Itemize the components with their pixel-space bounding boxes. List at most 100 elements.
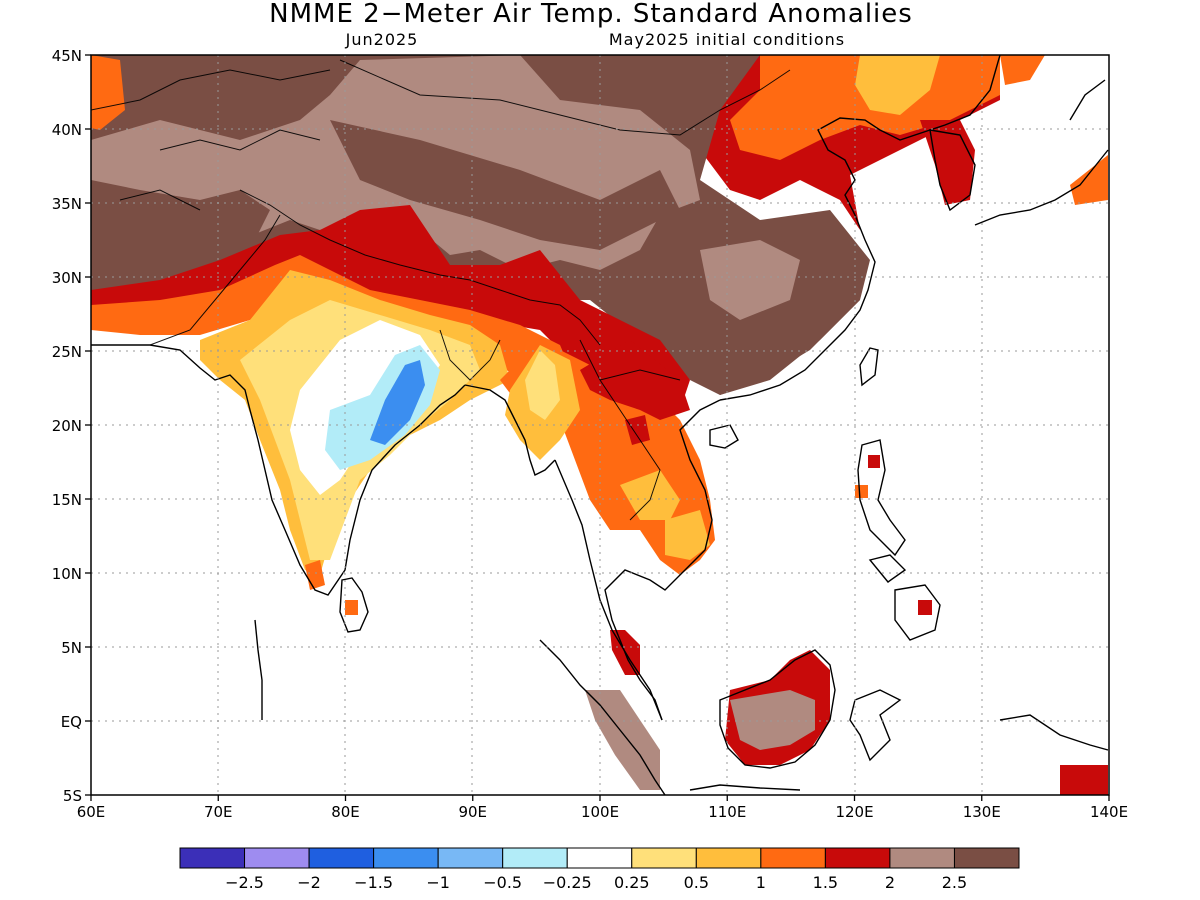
- anomaly-shading: [91, 55, 1108, 795]
- border-china-mongolia: [339, 59, 791, 136]
- graticule: [91, 55, 1109, 795]
- colorbar-label: −0.25: [543, 873, 592, 892]
- lat-tick-label: 45N: [52, 47, 82, 65]
- lat-tick-label: 15N: [52, 491, 82, 509]
- lon-tick-label: 120E: [835, 803, 873, 821]
- longitude-axis: 60E 70E 80E 90E 100E 110E 120E 130E 140E: [77, 795, 1128, 821]
- coastlines: [91, 55, 1109, 795]
- colorbar-swatch: [953, 847, 1020, 869]
- shade-tibet-dark: [330, 120, 680, 250]
- shade-mekong-amber: [620, 470, 680, 520]
- colorbar-swatch: [566, 847, 633, 869]
- country-borders: [91, 59, 791, 521]
- colorbar: −2.5 −2 −1.5 −1 −0.5 −0.25 0.25 0.5 1 1.5 2 2.5: [179, 847, 1020, 892]
- lat-tick-label: 35N: [52, 195, 82, 213]
- colorbar-label: −1: [426, 873, 450, 892]
- lat-tick-label: 20N: [52, 417, 82, 435]
- colorbar-label: 1.5: [813, 873, 838, 892]
- shade-west-orange: [91, 55, 125, 130]
- shade-himalaya-red: [91, 205, 690, 410]
- colorbar-label: −1.5: [354, 873, 393, 892]
- shade-laos-red-2: [625, 415, 650, 445]
- border-india-pakistan: [149, 214, 281, 346]
- coast-bay-bengal: [464, 384, 556, 476]
- colorbar-label: −0.5: [483, 873, 522, 892]
- coast-srilanka: [339, 577, 369, 633]
- lon-tick-label: 90E: [458, 803, 487, 821]
- colorbar-swatch: [502, 847, 568, 869]
- lon-tick-label: 140E: [1090, 803, 1128, 821]
- coast-mindanao: [894, 584, 941, 641]
- coast-visayas: [868, 554, 907, 583]
- colorbar-swatch: [631, 847, 697, 869]
- lon-tick-label: 100E: [581, 803, 619, 821]
- colorbar-swatch: [308, 847, 375, 869]
- shade-japan-orange: [1070, 155, 1108, 205]
- shade-ne-orange: [1000, 55, 1045, 85]
- lon-tick-label: 110E: [708, 803, 746, 821]
- border-indochina: [579, 339, 681, 521]
- shade-luzon-red: [868, 455, 880, 468]
- coast-sumatra: [539, 639, 666, 795]
- latitude-axis: 45N 40N 35N 30N 25N 20N 15N 10N 5N EQ 5S: [52, 47, 91, 805]
- shade-srilanka-orange: [345, 600, 358, 615]
- lon-tick-label: 70E: [204, 803, 233, 821]
- colorbar-label: 1: [756, 873, 766, 892]
- border-bangladesh: [439, 329, 501, 381]
- coast-gulf-thailand: [604, 399, 721, 721]
- lat-tick-label: 25N: [52, 343, 82, 361]
- colorbar-label: 0.5: [684, 873, 709, 892]
- shade-burma-yellow: [525, 350, 560, 420]
- colorbar-label: 0.25: [614, 873, 650, 892]
- map-panel: [91, 55, 1109, 795]
- coast-malay-peninsula: [554, 459, 663, 721]
- shade-laos-red: [580, 340, 690, 420]
- coast-luzon: [857, 439, 906, 557]
- coast-japan: [974, 79, 1109, 226]
- shade-luzon-orange: [855, 485, 868, 498]
- coast-hainan: [709, 424, 739, 449]
- lat-tick-label: 5S: [63, 787, 82, 805]
- border-central-asia: [91, 69, 331, 211]
- colorbar-swatch: [244, 847, 310, 869]
- shade-sumatra-brown: [585, 690, 660, 790]
- lat-tick-label: 30N: [52, 269, 82, 287]
- shade-vietnam-amber: [665, 510, 710, 560]
- shade-himalaya-orange: [91, 255, 575, 410]
- colorbar-label: 2.5: [942, 873, 967, 892]
- colorbar-label: −2.5: [225, 873, 264, 892]
- colorbar-swatch: [373, 847, 439, 869]
- shade-borneo-brown: [730, 690, 815, 750]
- coast-new-guinea: [999, 714, 1109, 751]
- shade-south-china-light: [700, 240, 800, 320]
- shade-png-red: [1060, 765, 1108, 795]
- coast-sulawesi: [849, 689, 902, 762]
- shade-korea-red: [920, 120, 975, 205]
- forecast-month-label: Jun2025: [345, 30, 419, 49]
- lat-tick-label: 10N: [52, 565, 82, 583]
- colorbar-swatch: [695, 847, 762, 869]
- colorbar-swatch: [437, 847, 504, 869]
- shade-india-cool: [370, 360, 425, 445]
- lat-tick-label: 40N: [52, 121, 82, 139]
- coast-maldives: [254, 619, 263, 720]
- colorbar-swatch: [179, 847, 246, 869]
- colorbar-label: −2: [297, 873, 321, 892]
- border-himalaya: [239, 189, 601, 346]
- lon-tick-label: 80E: [331, 803, 360, 821]
- colorbar-swatch: [824, 847, 891, 869]
- lat-tick-label: EQ: [61, 713, 82, 731]
- map-title: NMME 2−Meter Air Temp. Standard Anomalie…: [269, 0, 913, 29]
- lon-tick-label: 130E: [963, 803, 1001, 821]
- initial-conditions-label: May2025 initial conditions: [609, 30, 845, 49]
- colorbar-swatch: [889, 847, 955, 869]
- lat-tick-label: 5N: [61, 639, 82, 657]
- lon-tick-label: 60E: [77, 803, 106, 821]
- shade-manchuria-amber: [855, 55, 940, 115]
- colorbar-label: 2: [885, 873, 895, 892]
- coast-borneo: [719, 649, 836, 769]
- coast-arabian-india: [91, 344, 466, 596]
- coast-java: [689, 784, 801, 791]
- shade-mindanao-red: [918, 600, 932, 615]
